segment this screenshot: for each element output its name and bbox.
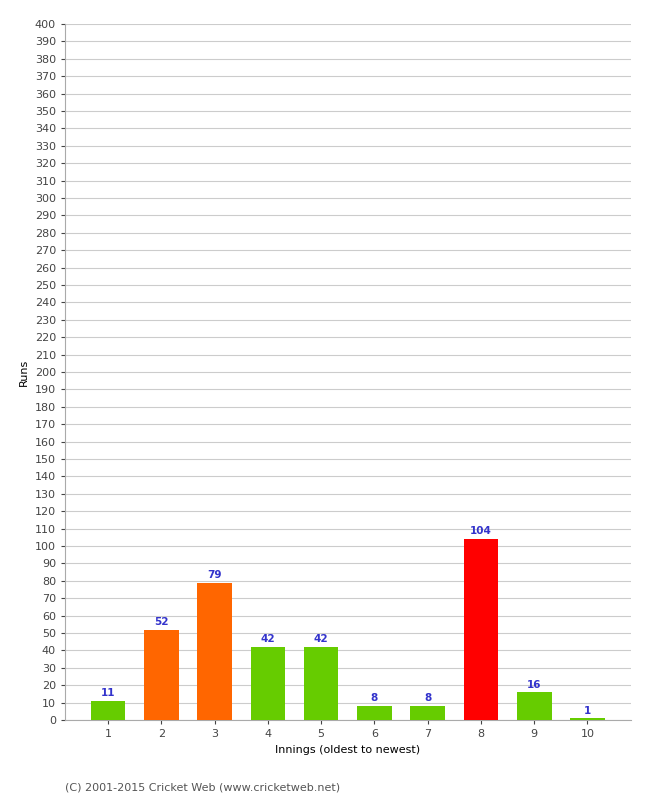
Text: (C) 2001-2015 Cricket Web (www.cricketweb.net): (C) 2001-2015 Cricket Web (www.cricketwe…	[65, 782, 340, 792]
Text: 52: 52	[154, 617, 168, 627]
Text: 42: 42	[314, 634, 328, 644]
Bar	[197, 582, 232, 720]
Text: 42: 42	[261, 634, 275, 644]
Bar	[91, 701, 125, 720]
Text: 8: 8	[424, 694, 432, 703]
Bar	[570, 718, 604, 720]
Text: 79: 79	[207, 570, 222, 580]
X-axis label: Innings (oldest to newest): Innings (oldest to newest)	[275, 745, 421, 754]
Text: 11: 11	[101, 688, 115, 698]
Bar	[304, 647, 339, 720]
Text: 8: 8	[370, 694, 378, 703]
Bar	[144, 630, 179, 720]
Bar	[357, 706, 392, 720]
Text: 104: 104	[470, 526, 492, 537]
Bar	[463, 539, 499, 720]
Bar	[250, 647, 285, 720]
Text: 16: 16	[527, 679, 541, 690]
Text: 1: 1	[584, 706, 591, 716]
Y-axis label: Runs: Runs	[19, 358, 29, 386]
Bar	[517, 692, 551, 720]
Bar	[410, 706, 445, 720]
